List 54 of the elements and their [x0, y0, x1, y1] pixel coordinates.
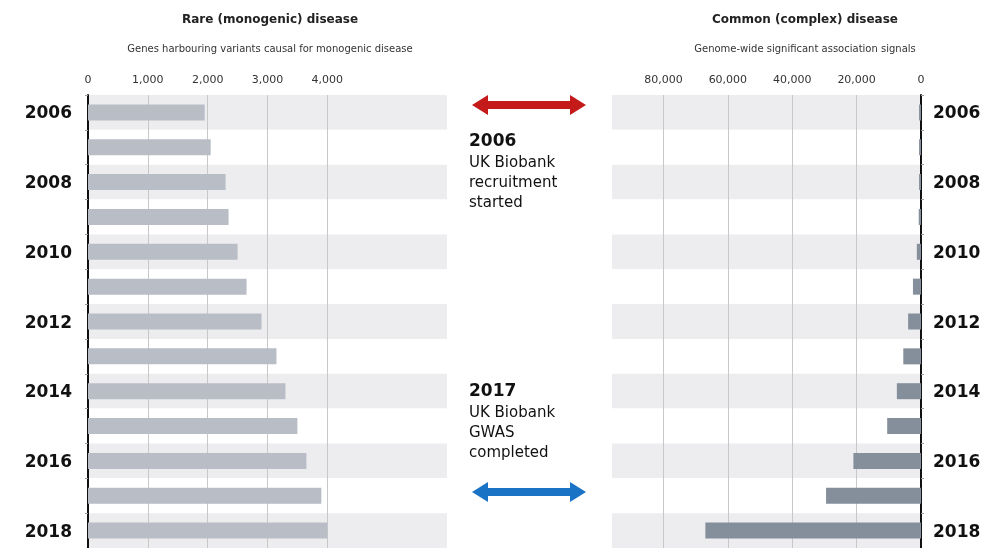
bar: [88, 313, 262, 330]
x-tick-label: 3,000: [251, 73, 284, 86]
y-tick-label: 2010: [24, 241, 73, 262]
bar: [88, 139, 211, 156]
y-tick-label: 2010: [933, 241, 981, 262]
y-tick-label: 2008: [24, 172, 72, 193]
bar: [916, 243, 921, 260]
y-tick-label: 2006: [933, 102, 981, 123]
bar: [88, 174, 226, 191]
bar: [88, 348, 277, 365]
text: UK Biobank GWAS completed: [469, 403, 560, 461]
bar: [887, 418, 921, 435]
x-tick-label: 2,000: [191, 73, 224, 86]
x-tick-label: 1,000: [132, 73, 164, 86]
bar: [826, 487, 921, 504]
bar: [88, 208, 229, 225]
bar: [705, 522, 921, 539]
chart-title: Common (complex) disease: [712, 12, 898, 26]
y-tick-label: 2018: [24, 520, 72, 541]
y-tick-label: 2018: [933, 520, 981, 541]
chart-subtitle: Genome-wide significant association signals: [694, 42, 916, 54]
bar: [903, 348, 921, 365]
x-tick-label: 0: [84, 73, 92, 86]
bar: [88, 418, 298, 435]
x-tick-label: 20,000: [837, 73, 876, 86]
y-tick-label: 2016: [24, 450, 72, 471]
bar: [88, 383, 286, 400]
x-tick-label: 60,000: [708, 73, 748, 86]
x-tick-label: 4,000: [311, 73, 344, 86]
bar: [853, 452, 921, 469]
bar: [88, 243, 238, 260]
bar: [88, 278, 247, 295]
y-tick-label: 2014: [24, 381, 73, 402]
text: 2017: [469, 380, 517, 400]
text: UK Biobank recruitment started: [469, 153, 563, 211]
y-tick-label: 2016: [933, 450, 981, 471]
y-tick-label: 2012: [933, 311, 981, 332]
bar: [88, 522, 328, 539]
x-tick-label: 40,000: [773, 73, 812, 86]
y-tick-label: 2008: [933, 172, 981, 193]
bar: [88, 104, 205, 121]
y-tick-label: 2014: [933, 381, 981, 402]
x-tick-label: 0: [917, 73, 925, 86]
bar: [88, 452, 307, 469]
y-tick-label: 2006: [24, 102, 72, 123]
chart-subtitle: Genes harbouring variants causal for monogenic disease: [127, 42, 413, 54]
bar: [908, 313, 921, 330]
chart-title: Rare (monogenic) disease: [181, 12, 359, 26]
bar: [912, 278, 921, 295]
bar: [896, 383, 921, 400]
bar: [88, 487, 322, 504]
text: 2006: [469, 130, 517, 150]
y-tick-label: 2012: [24, 311, 72, 332]
x-tick-label: 80,000: [644, 73, 683, 86]
